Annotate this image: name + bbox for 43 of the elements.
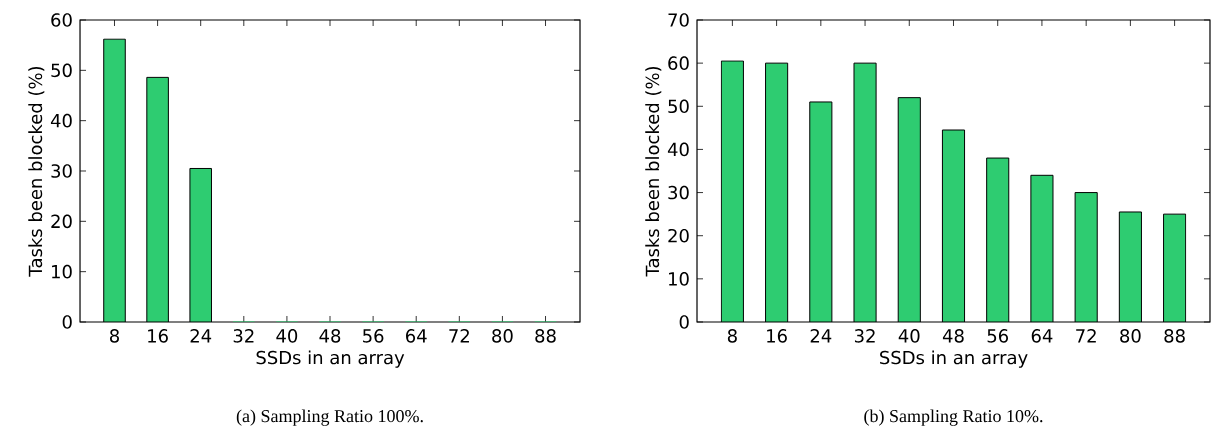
x-axis-title: SSDs in an array [880, 350, 1028, 368]
x-axis-title: SSDs in an array [256, 350, 405, 368]
x-tick-label: 24 [190, 329, 212, 343]
y-tick-label: 50 [51, 63, 72, 78]
y-tick-label: 0 [679, 315, 689, 329]
x-tick-label: 72 [449, 329, 469, 343]
x-tick-label: 8 [110, 329, 119, 343]
x-tick-label: 80 [492, 329, 513, 343]
y-axis-title: Tasks been blocked (%) [645, 66, 662, 277]
y-tick-label: 40 [50, 113, 72, 128]
y-tick-label: 30 [51, 164, 72, 178]
x-tick-label: 88 [535, 329, 556, 343]
x-tick-label: 32 [233, 329, 254, 343]
y-tick-label: 60 [668, 56, 689, 70]
x-tick-label: 16 [767, 329, 787, 343]
x-tick-label: 48 [942, 329, 964, 343]
x-tick-label: 64 [1031, 329, 1053, 343]
x-tick-label: 24 [810, 329, 832, 343]
x-tick-label: 72 [1076, 329, 1096, 343]
y-axis-title: Tasks been blocked (%) [28, 66, 45, 277]
y-tick-label: 20 [668, 228, 689, 243]
x-tick-label: 40 [276, 329, 298, 343]
x-tick-label: 40 [898, 329, 920, 343]
x-tick-label: 48 [319, 329, 341, 343]
x-tick-label: 56 [363, 329, 384, 343]
y-tick-label: 70 [668, 13, 689, 27]
y-tick-label: 40 [667, 142, 689, 157]
y-tick-label: 50 [668, 99, 689, 114]
y-tick-label: 0 [62, 315, 72, 329]
y-tick-label: 10 [52, 264, 72, 279]
x-tick-label: 8 [727, 329, 737, 343]
x-tick-label: 32 [854, 329, 875, 343]
y-tick-label: 10 [669, 272, 689, 286]
y-tick-label: 30 [668, 185, 689, 200]
x-tick-label: 88 [1164, 329, 1185, 343]
x-tick-label: 16 [148, 329, 168, 343]
y-tick-label: 20 [51, 214, 72, 229]
x-tick-label: 64 [406, 329, 427, 343]
text: (a) Sampling Ratio 100%. [236, 409, 423, 426]
y-tick-label: 60 [51, 13, 72, 27]
text: (b) Sampling Ratio 10%. [864, 409, 1043, 426]
x-tick-label: 80 [1120, 329, 1141, 343]
x-tick-label: 56 [987, 329, 1009, 343]
